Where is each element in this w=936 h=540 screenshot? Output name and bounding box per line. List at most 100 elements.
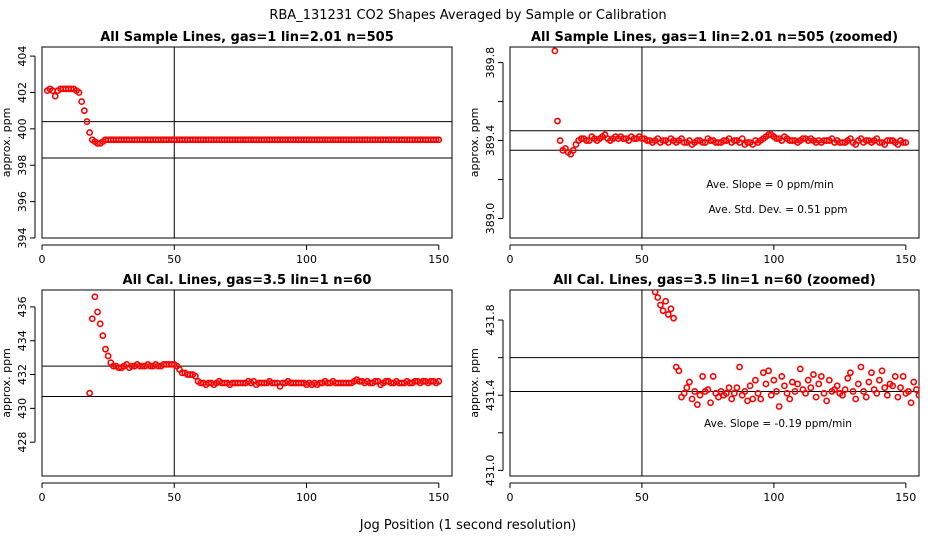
y-tick-label: 400 xyxy=(16,118,29,139)
data-point xyxy=(791,388,799,395)
data-point xyxy=(715,393,722,401)
main-title: RBA_131231 CO2 Shapes Averaged by Sample… xyxy=(269,8,666,23)
annotation-text: Ave. Std. Dev. = 0.51 ppm xyxy=(708,204,847,216)
chart-panel-3: All Cal. Lines, gas=3.5 lin=1 n=60 0 50 100… xyxy=(0,273,453,504)
x-tick-label: 50 xyxy=(635,253,649,266)
data-point xyxy=(730,389,738,397)
data-point xyxy=(657,301,664,309)
x-tick-label: 100 xyxy=(763,253,784,266)
data-point xyxy=(775,403,783,410)
data-point xyxy=(104,352,112,360)
data-point xyxy=(767,391,775,399)
data-point xyxy=(915,391,919,399)
data-point xyxy=(912,386,919,393)
y-tick-label: 394 xyxy=(16,228,29,249)
data-point xyxy=(741,388,749,395)
plot-frame xyxy=(41,46,453,239)
data-point xyxy=(788,378,796,386)
x-tick-label: 0 xyxy=(39,491,46,504)
y-tick-label: 404 xyxy=(16,46,29,67)
data-point xyxy=(86,129,94,136)
data-point xyxy=(783,389,791,397)
annotation-text: Ave. Slope = 0 ppm/min xyxy=(706,179,833,191)
y-tick-label: 428 xyxy=(16,432,29,453)
x-tick-label: 50 xyxy=(635,491,649,504)
data-point xyxy=(435,136,443,144)
data-point xyxy=(749,395,757,403)
data-point xyxy=(897,384,904,392)
x-axis-label: Jog Position (1 second resolution) xyxy=(359,518,577,533)
data-point xyxy=(778,373,786,380)
x-tick-label: 150 xyxy=(895,491,916,504)
data-point xyxy=(583,137,590,144)
data-point xyxy=(918,385,919,390)
data-point xyxy=(556,137,564,144)
data-point xyxy=(94,308,101,316)
data-point xyxy=(862,393,870,401)
x-tick-label: 0 xyxy=(39,253,46,266)
data-point xyxy=(709,373,717,380)
data-point xyxy=(696,391,704,399)
chart-panel-4: All Cal. Lines, gas=3.5 lin=1 n=60 (zoom… xyxy=(468,273,927,504)
data-point xyxy=(733,384,741,392)
data-point xyxy=(810,371,817,378)
data-point xyxy=(883,391,891,399)
data-point xyxy=(802,389,809,397)
plot-frame xyxy=(509,46,920,239)
x-tick-label: 0 xyxy=(507,253,514,266)
data-point xyxy=(722,389,730,397)
data-point xyxy=(854,380,862,388)
data-series xyxy=(86,293,443,397)
data-point xyxy=(841,386,849,393)
data-point xyxy=(860,388,867,395)
data-point xyxy=(736,363,743,371)
data-point xyxy=(833,382,841,390)
data-point xyxy=(728,395,736,403)
chart-panel-2: All Sample Lines, gas=1 lin=2.01 n=505 (… xyxy=(468,30,920,266)
data-point xyxy=(873,389,881,397)
data-point xyxy=(554,117,561,125)
data-point xyxy=(693,401,701,409)
data-point xyxy=(899,373,907,380)
data-point xyxy=(786,395,794,403)
data-point xyxy=(922,361,927,366)
y-tick-label: 389.4 xyxy=(484,125,497,157)
y-tick-label: 389.8 xyxy=(484,47,497,79)
x-tick-label: 100 xyxy=(296,253,317,266)
data-point xyxy=(744,397,751,405)
data-point xyxy=(849,388,857,395)
y-axis-label: approx. ppm xyxy=(0,108,13,178)
data-point xyxy=(812,393,820,401)
data-point xyxy=(432,136,440,144)
data-point xyxy=(770,376,778,384)
data-point xyxy=(704,386,712,393)
y-tick-label: 402 xyxy=(16,82,29,103)
data-point xyxy=(659,307,667,315)
data-point xyxy=(846,369,854,377)
annotation-text: Ave. Slope = -0.19 ppm/min xyxy=(704,418,852,430)
data-point xyxy=(88,315,96,323)
data-point xyxy=(699,139,707,146)
y-axis-label: approx. ppm xyxy=(0,348,13,418)
data-point xyxy=(876,376,883,384)
data-point xyxy=(773,388,780,395)
y-axis-label: approx. ppm xyxy=(468,108,481,178)
data-point xyxy=(99,332,107,340)
data-point xyxy=(889,382,897,390)
y-tick-label: 389.0 xyxy=(484,203,497,235)
data-point xyxy=(759,369,767,377)
y-tick-label: 431.0 xyxy=(484,455,497,487)
data-point xyxy=(667,305,675,313)
data-point xyxy=(80,107,88,115)
data-point xyxy=(271,379,279,387)
plot-frame xyxy=(41,289,453,477)
data-point xyxy=(78,98,86,105)
data-point xyxy=(738,135,746,143)
data-point xyxy=(91,293,99,301)
data-point xyxy=(435,377,443,385)
y-axis-label: approx. ppm xyxy=(468,348,481,418)
x-tick-label: 150 xyxy=(428,491,449,504)
y-tick-label: 432 xyxy=(16,364,29,385)
data-point xyxy=(686,378,693,386)
data-point xyxy=(651,290,659,296)
